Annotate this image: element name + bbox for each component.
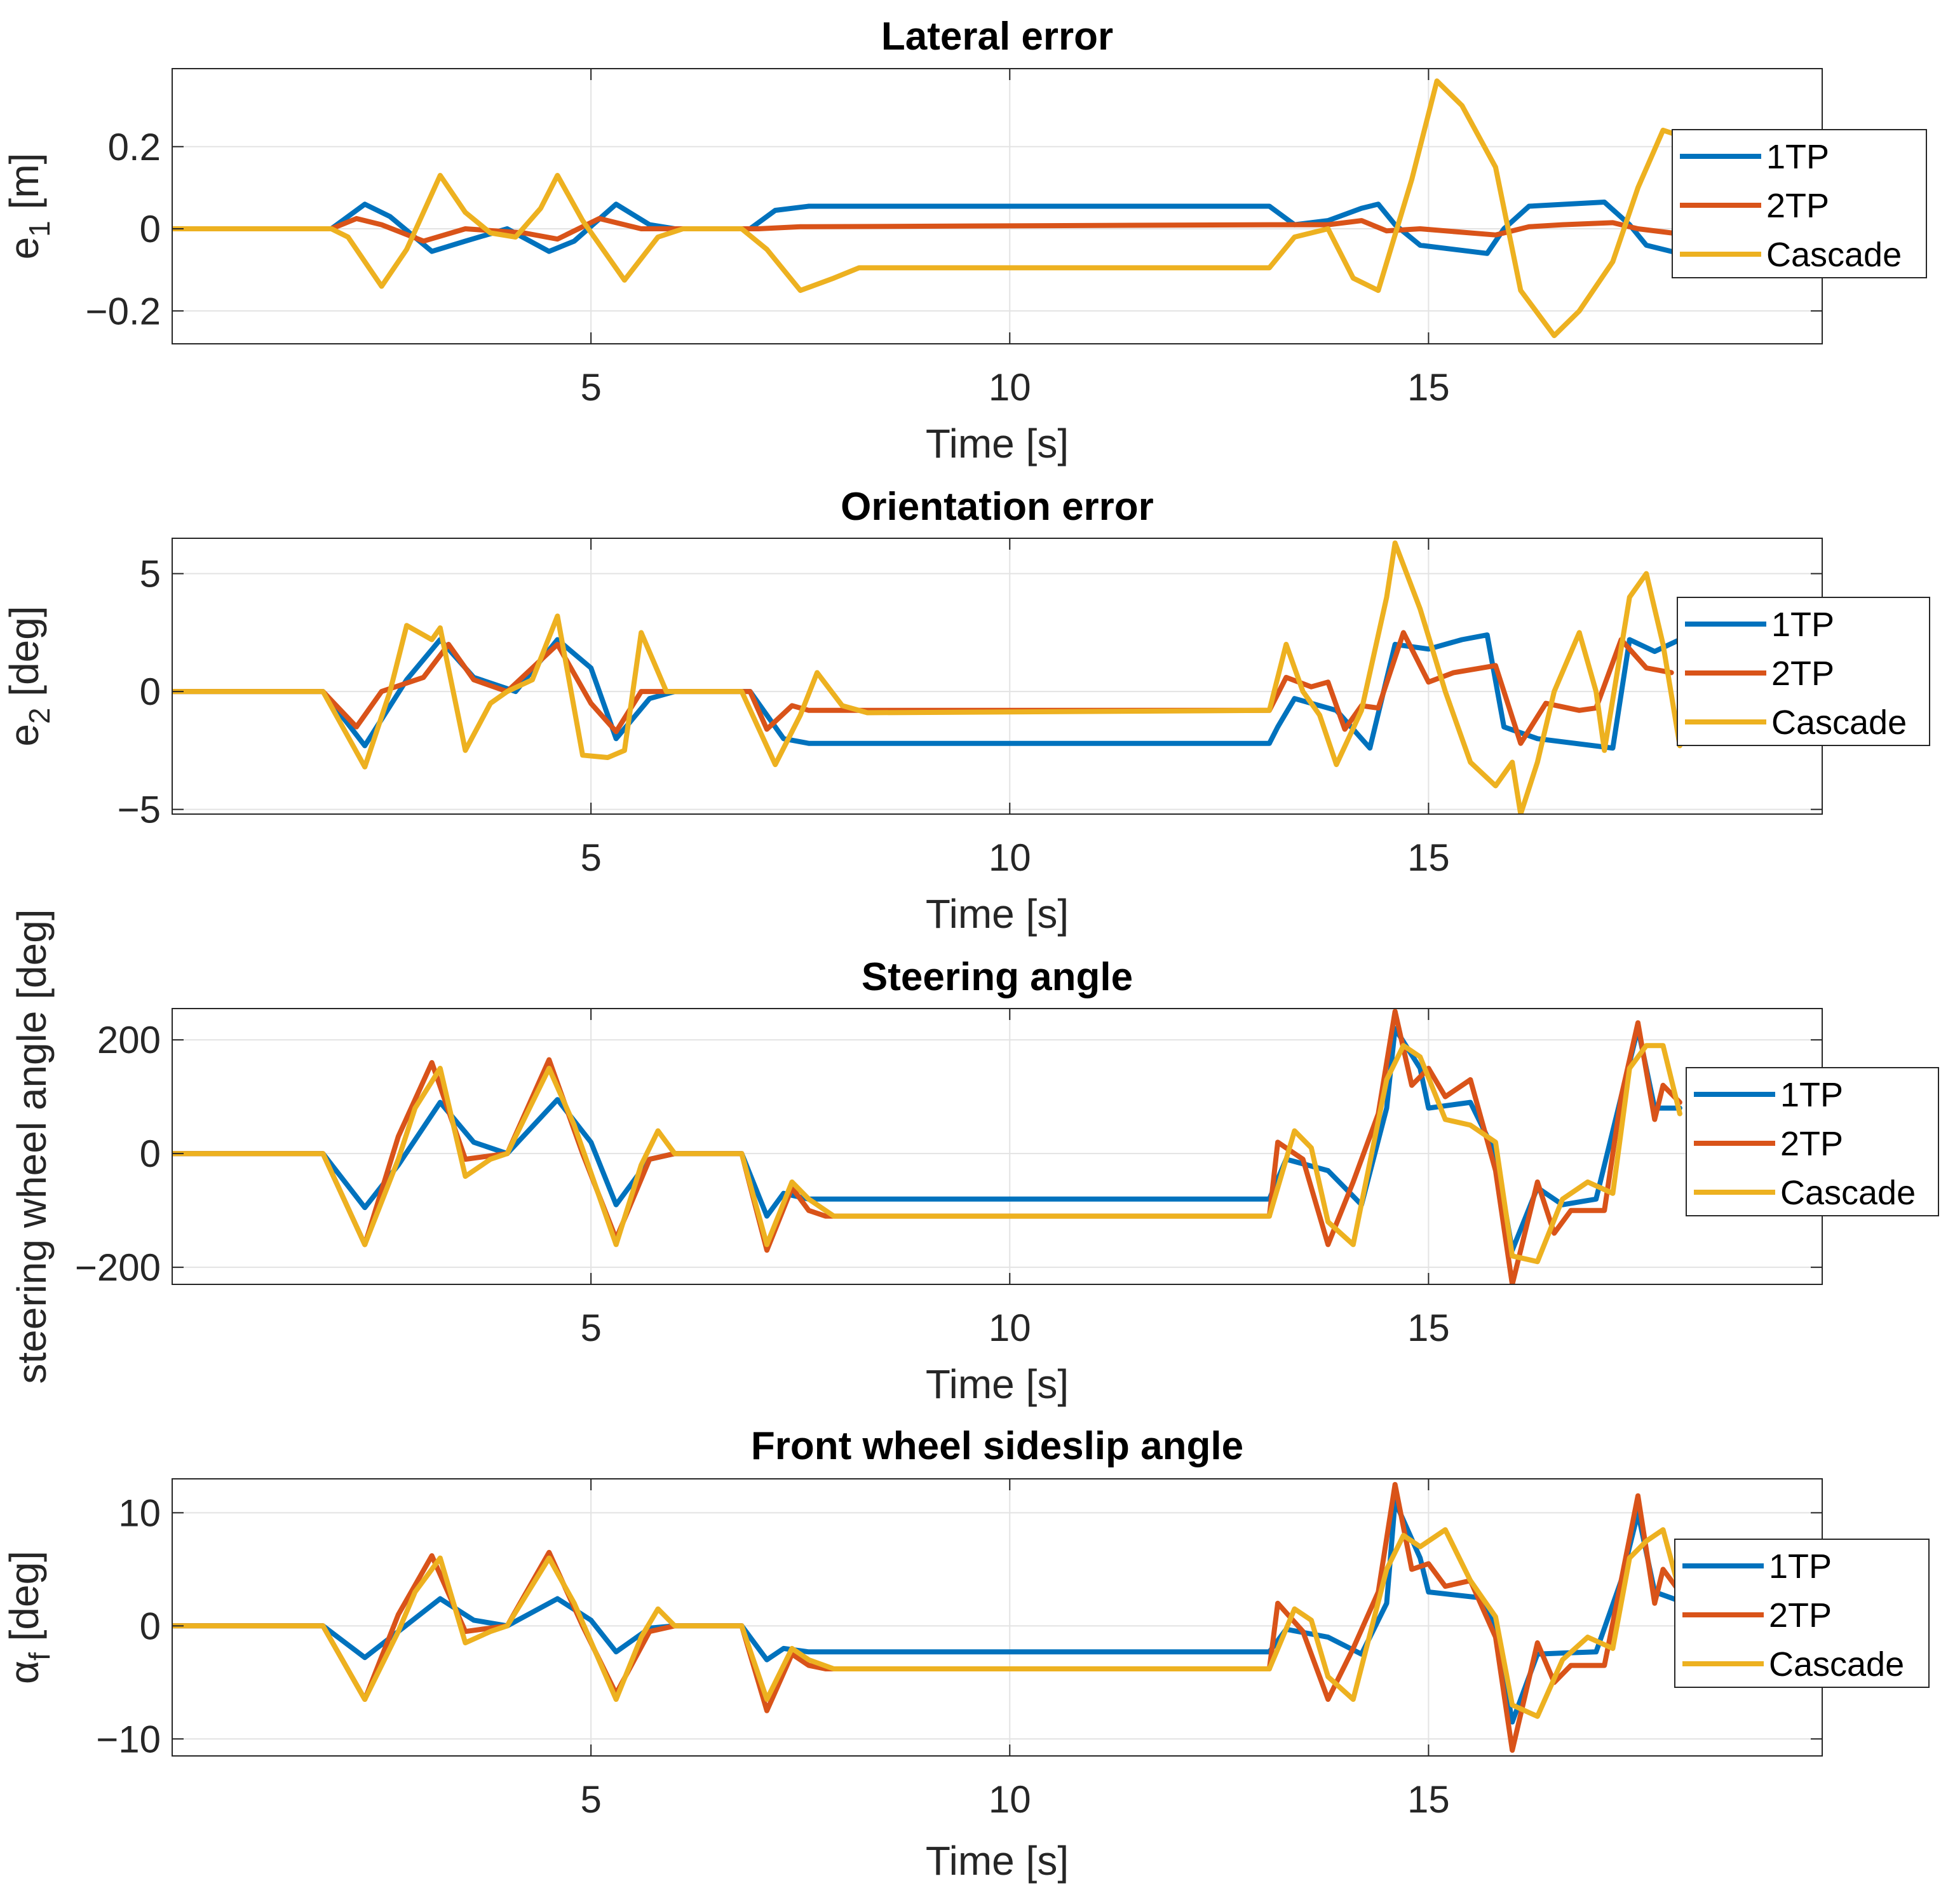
y-tick-label: 0 (140, 208, 161, 250)
chart-title: Front wheel sideslip angle (751, 1424, 1243, 1468)
series-line-cascade (172, 78, 1679, 339)
legend-label-1tp: 1TP (1766, 138, 1829, 176)
x-tick-label: 10 (989, 1307, 1031, 1349)
legend: 1TP 2TP Cascade (1674, 1539, 1930, 1688)
series-group (172, 1009, 1682, 1284)
chart-title: Steering angle (862, 955, 1133, 999)
x-axis-label: Time [s] (926, 1361, 1069, 1407)
x-tick-label: 10 (989, 366, 1031, 409)
y-axis-label: αf [deg] (1, 1551, 56, 1684)
legend-label-cascade: Cascade (1769, 1645, 1904, 1683)
x-tick-label: 5 (580, 1778, 601, 1821)
panel-1: 5 10 15 −0.2 0 0.2 Lateral error Time [s] e1 [m]… (1, 15, 1927, 466)
chart-title: Lateral error (881, 15, 1113, 58)
series-group (172, 78, 1679, 339)
y-tick-label: 0 (140, 670, 161, 713)
x-tick-label: 10 (989, 1778, 1031, 1821)
x-tick-label: 5 (580, 1307, 601, 1349)
legend-label-1tp: 1TP (1769, 1547, 1832, 1586)
x-tick-label: 5 (580, 366, 601, 409)
legend: 1TP 2TP Cascade (1686, 1067, 1939, 1216)
series-group (172, 540, 1682, 814)
series-line-cascade (172, 1043, 1682, 1265)
x-axis-label: Time [s] (926, 421, 1069, 466)
legend-label-2tp: 2TP (1780, 1125, 1843, 1163)
x-tick-label: 15 (1407, 1778, 1450, 1821)
y-tick-label: −10 (96, 1718, 161, 1760)
y-tick-label: −200 (75, 1246, 161, 1289)
x-axis-label: Time [s] (926, 891, 1069, 937)
y-tick-label: 0.2 (108, 126, 161, 168)
y-tick-label: 200 (97, 1019, 161, 1061)
series-line-1tp (172, 1499, 1682, 1725)
x-tick-label: 15 (1407, 1307, 1450, 1349)
series-line-2tp (172, 215, 1674, 244)
legend: 1TP 2TP Cascade (1677, 597, 1930, 746)
x-tick-label: 15 (1407, 366, 1450, 409)
chart-title: Orientation error (841, 485, 1154, 529)
y-tick-label: 0 (140, 1132, 161, 1175)
series-line-cascade (172, 540, 1682, 814)
legend-label-2tp: 2TP (1769, 1596, 1832, 1635)
panel-2: 5 10 15 −5 0 5 Orientation error Time [s] e2 [de… (1, 485, 1930, 937)
x-tick-label: 15 (1407, 836, 1450, 879)
y-axis-label: steering wheel angle [deg] (9, 909, 55, 1384)
series-line-1tp (172, 200, 1674, 256)
y-axis-label: e1 [m] (1, 153, 56, 260)
y-tick-label: 10 (118, 1492, 161, 1534)
legend-label-1tp: 1TP (1780, 1076, 1843, 1114)
legend-label-2tp: 2TP (1766, 187, 1829, 225)
legend-label-cascade: Cascade (1766, 236, 1902, 274)
y-axis-label: e2 [deg] (1, 606, 56, 746)
panel-3: 5 10 15 −200 0 200 Steering angle Time [s] steer… (9, 909, 1939, 1407)
legend-label-1tp: 1TP (1771, 606, 1834, 644)
x-axis-label: Time [s] (926, 1838, 1069, 1884)
y-tick-label: −0.2 (86, 290, 161, 332)
plot-area (172, 1479, 1822, 1756)
x-tick-label: 10 (989, 836, 1031, 879)
plot-area (172, 538, 1822, 814)
y-tick-label: 5 (140, 553, 161, 595)
legend-label-cascade: Cascade (1780, 1174, 1916, 1212)
legend: 1TP 2TP Cascade (1672, 129, 1927, 278)
series-group (172, 1481, 1682, 1753)
legend-label-cascade: Cascade (1771, 704, 1907, 742)
legend-label-2tp: 2TP (1771, 655, 1834, 693)
x-tick-label: 5 (580, 836, 601, 879)
y-tick-label: 0 (140, 1605, 161, 1647)
y-tick-label: −5 (118, 789, 161, 831)
panel-4: 5 10 15 −10 0 10 Front wheel sideslip angle Tim… (1, 1424, 1930, 1884)
plot-area (172, 1009, 1822, 1284)
series-line-cascade (172, 1527, 1682, 1719)
